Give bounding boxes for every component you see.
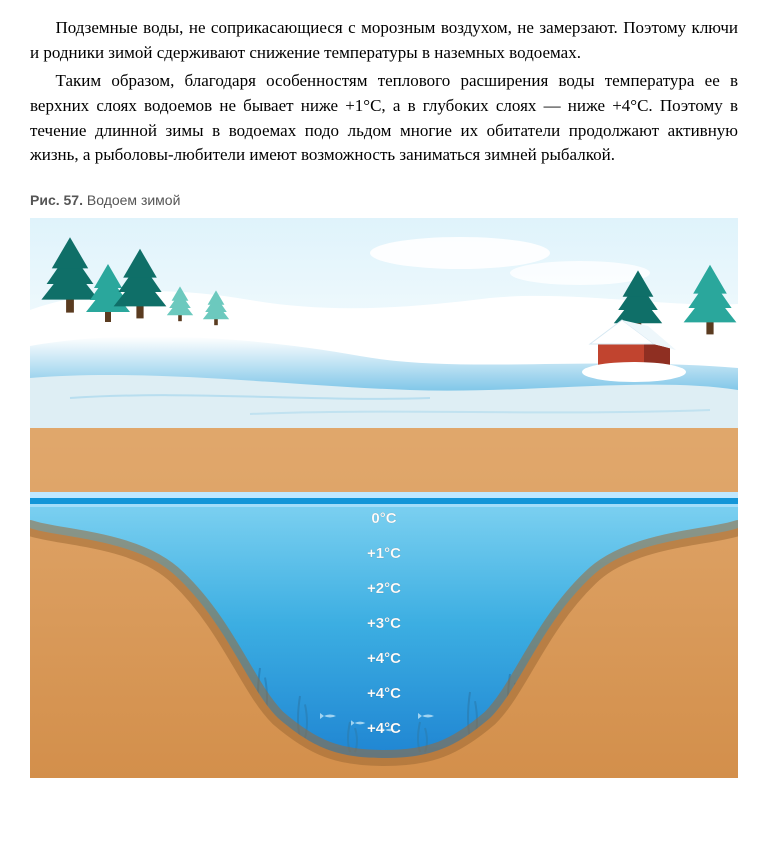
- figure-title: Водоем зимой: [87, 192, 181, 208]
- figure-caption: Рис. 57. Водоем зимой: [30, 192, 738, 208]
- temperature-label: +3°C: [367, 615, 401, 632]
- temperature-label: +4°C: [367, 685, 401, 702]
- temperature-label: +4°C: [367, 650, 401, 667]
- temperature-label: 0°C: [371, 510, 396, 527]
- figure-pond-in-winter: 0°C +1°C +2°C +3°C +4°C +4°C +4°C: [30, 218, 738, 778]
- pond-diagram-svg: 0°C +1°C +2°C +3°C +4°C +4°C +4°C: [30, 218, 738, 778]
- temperature-label: +1°C: [367, 545, 401, 562]
- figure-number: Рис. 57.: [30, 192, 83, 208]
- temperature-label: +4°C: [367, 720, 401, 737]
- temperature-label: +2°C: [367, 580, 401, 597]
- paragraph-1: Подземные воды, не соприкасающиеся с мор…: [30, 16, 738, 65]
- paragraph-2: Таким образом, благодаря особенностям те…: [30, 69, 738, 168]
